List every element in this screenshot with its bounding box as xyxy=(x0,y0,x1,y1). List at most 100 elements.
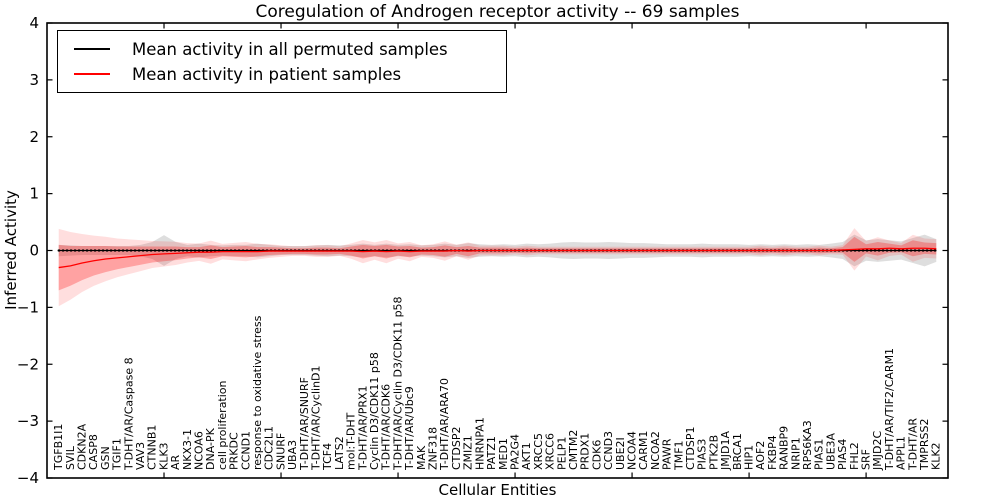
x-tick-label: PA2G4 xyxy=(508,434,521,470)
x-tick-label: GSN xyxy=(99,446,112,470)
x-tick-label: KLK3 xyxy=(157,442,170,470)
x-tick-label: CCND1 xyxy=(239,431,252,470)
patient-mean-line xyxy=(58,247,937,269)
y-tick-label: −3 xyxy=(17,412,39,430)
chart-title: Coregulation of Androgen receptor activi… xyxy=(255,2,740,22)
y-tick-label: 1 xyxy=(29,185,39,203)
x-tick-label: FKBP4 xyxy=(766,435,779,470)
y-tick-label: 2 xyxy=(29,128,39,146)
x-tick-label: JMJD1A xyxy=(719,431,732,471)
x-tick-label: T-DHT/AR/CDK6 xyxy=(380,384,393,471)
x-tick-label: T-DHT/AR/Caspase 8 xyxy=(122,357,135,471)
y-tick-label: −2 xyxy=(17,355,39,373)
x-tick-label: Cyclin D3/CDK11 p58 xyxy=(368,352,381,470)
x-tick-label: T-DHT/AR xyxy=(906,418,919,471)
x-tick-label: TGIF1 xyxy=(111,438,124,471)
x-tick-label: XRCC5 xyxy=(532,433,545,470)
legend-line-permuted xyxy=(74,48,110,50)
x-tick-label: RANBP9 xyxy=(778,426,791,470)
legend-item-permuted: Mean activity in all permuted samples xyxy=(70,40,494,59)
y-axis-label: Inferred Activity xyxy=(2,190,20,310)
x-tick-label: PRDX1 xyxy=(579,433,592,470)
x-tick-label: NRIP1 xyxy=(789,437,802,470)
x-tick-label: MAK xyxy=(415,445,428,470)
x-tick-label: UBE2I xyxy=(614,437,627,470)
legend: Mean activity in all permuted samples Me… xyxy=(57,30,507,93)
x-tick-label: T-DHT/AR/CyclinD1 xyxy=(310,365,323,471)
x-tick-label: TMPRSS2 xyxy=(918,419,931,471)
x-tick-label: CCND3 xyxy=(602,431,615,470)
x-tick-label: CMTM2 xyxy=(567,430,580,470)
x-tick-label: CDC2L1 xyxy=(263,426,276,470)
x-tick-label: CDKN2A xyxy=(76,423,89,470)
y-axis-ticks: −4 −3 −2 −1 0 1 2 3 4 xyxy=(17,14,948,487)
x-tick-label: AOF2 xyxy=(754,441,767,470)
x-tick-label: XRCC6 xyxy=(544,433,557,470)
y-tick-label: 0 xyxy=(29,242,39,260)
x-tick-label: NCOA2 xyxy=(649,431,662,470)
x-tick-label: AR xyxy=(169,454,182,470)
x-tick-label: T-DHT/AR/TIF2/CARM1 xyxy=(883,348,896,471)
x-tick-label: SNURF xyxy=(274,433,287,470)
x-tick-label: RPS6KA3 xyxy=(801,420,814,470)
x-tick-label: NCOA6 xyxy=(193,431,206,470)
x-tick-label: NCOA4 xyxy=(625,431,638,470)
x-tick-label: T-DHT/AR/Ubc9 xyxy=(403,386,416,471)
x-tick-label: UBA3 xyxy=(286,440,299,470)
x-tick-label: PIAS1 xyxy=(813,439,826,470)
x-tick-label: mol:T-DHT xyxy=(345,412,358,470)
x-tick-label: T-DHT/AR/SNURF xyxy=(298,377,311,471)
x-tick-label: CTDSP1 xyxy=(684,427,697,470)
x-tick-label: HNRNPA1 xyxy=(473,417,486,470)
x-tick-label: ZMIZ1 xyxy=(462,435,475,470)
x-tick-label: PAWR xyxy=(661,438,674,470)
x-tick-label: TGFB1I1 xyxy=(52,424,65,471)
x-tick-label: CTNNB1 xyxy=(146,425,159,470)
x-tick-label: APPL1 xyxy=(895,436,908,470)
x-tick-label: SRF xyxy=(859,449,872,470)
x-tick-label: NKX3-1 xyxy=(181,429,194,470)
x-tick-label: TMF1 xyxy=(672,440,685,471)
patient-band-outer xyxy=(58,228,937,307)
x-tick-label: PATZ1 xyxy=(485,436,498,470)
x-tick-label: PELP1 xyxy=(555,437,568,470)
x-axis-label: Cellular Entities xyxy=(438,481,557,499)
x-tick-label: ZNF318 xyxy=(427,427,440,470)
x-tick-label: KLK2 xyxy=(930,442,943,470)
x-tick-label: cell proliferation xyxy=(216,380,229,470)
x-tick-label: T-DHT/AR/PRX1 xyxy=(356,385,369,471)
legend-label-patient: Mean activity in patient samples xyxy=(132,64,402,84)
x-tick-label: CARM1 xyxy=(637,431,650,470)
x-tick-label: CTDSP2 xyxy=(450,427,463,470)
y-tick-label: 4 xyxy=(29,14,39,32)
x-tick-label: PIAS4 xyxy=(836,439,849,470)
y-tick-label: −4 xyxy=(17,469,39,487)
x-tick-label: CDK6 xyxy=(590,440,603,470)
x-tick-label: PTK2B xyxy=(707,435,720,470)
legend-item-patient: Mean activity in patient samples xyxy=(70,65,494,84)
x-tick-label: SVIL xyxy=(64,445,77,470)
y-tick-label: −1 xyxy=(17,298,39,316)
x-tick-label: response to oxidative stress xyxy=(251,315,264,470)
x-tick-label: JMJD2C xyxy=(871,431,884,471)
x-tick-label: T-DHT/AR/ARA70 xyxy=(438,378,451,471)
x-tick-label: VAV3 xyxy=(134,442,147,470)
x-category-labels: TGFB1I1SVILCDKN2ACASP8GSNTGIF1T-DHT/AR/C… xyxy=(52,296,943,471)
x-tick-label: LATS2 xyxy=(333,436,346,470)
x-tick-label: UBE3A xyxy=(824,432,837,470)
legend-line-patient xyxy=(74,73,110,75)
x-tick-label: PRKDC xyxy=(228,432,241,470)
x-tick-label: CASP8 xyxy=(87,434,100,470)
x-tick-label: MED1 xyxy=(497,438,510,470)
x-axis-ticks xyxy=(163,23,867,478)
x-tick-label: FHL2 xyxy=(848,442,861,470)
x-tick-label: DNA-PK xyxy=(204,427,217,470)
x-tick-label: TCF4 xyxy=(321,443,334,471)
x-tick-label: T-DHT/AR/Cyclin D3/CDK11 p58 xyxy=(391,296,404,471)
x-tick-label: BRCA1 xyxy=(731,433,744,470)
x-tick-label: PIAS3 xyxy=(696,439,709,470)
x-tick-label: HIP1 xyxy=(742,445,755,470)
x-tick-label: AKT1 xyxy=(520,442,533,470)
